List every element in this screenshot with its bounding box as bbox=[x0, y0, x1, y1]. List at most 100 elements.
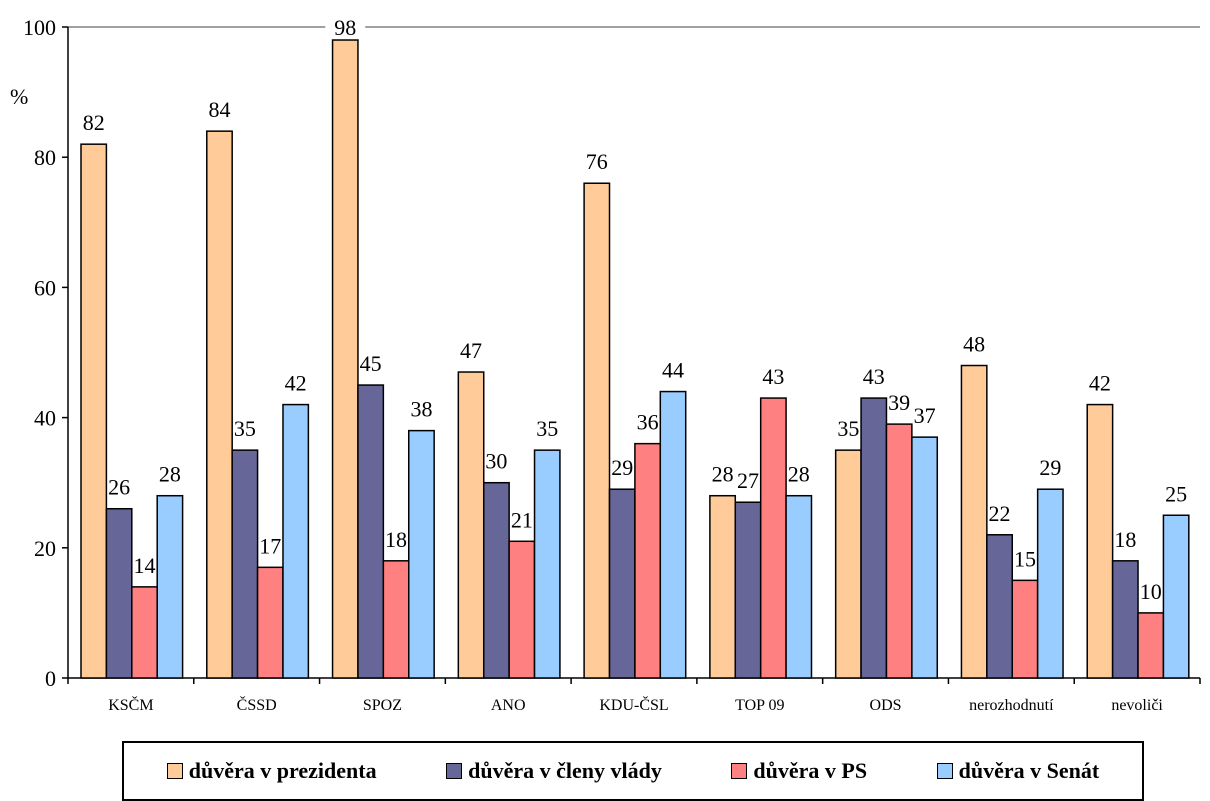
legend-swatch bbox=[166, 763, 183, 779]
bar bbox=[256, 566, 284, 679]
data-label: 22 bbox=[989, 501, 1011, 526]
legend: důvěra v prezidenta důvěra v členy vlády d… bbox=[122, 741, 1144, 801]
data-label: 27 bbox=[737, 468, 759, 493]
bar bbox=[1111, 560, 1139, 679]
y-axis-unit-label: % bbox=[10, 84, 28, 109]
bar bbox=[759, 397, 787, 679]
bar bbox=[357, 384, 385, 679]
bars bbox=[80, 39, 1190, 679]
legend-item: důvěra v Senát bbox=[936, 758, 1099, 784]
data-label: 18 bbox=[1114, 527, 1136, 552]
bar bbox=[734, 501, 762, 679]
x-tick-label: KSČM bbox=[108, 695, 153, 714]
data-label: 10 bbox=[1140, 579, 1162, 604]
data-label: 43 bbox=[762, 364, 784, 389]
legend-item: důvěra v PS bbox=[731, 758, 867, 784]
y-tick-label: 0 bbox=[45, 666, 56, 691]
bar bbox=[282, 403, 310, 679]
legend-item: důvěra v prezidenta bbox=[166, 758, 377, 784]
bar bbox=[1036, 488, 1064, 679]
x-tick-label: KDU-ČSL bbox=[599, 695, 668, 714]
data-label: 30 bbox=[485, 449, 507, 474]
legend-swatch bbox=[936, 763, 953, 779]
x-tick-label: nevoliči bbox=[1111, 697, 1163, 714]
bar-chart: 0 20 40 60 80 100 KSČM ČSSD SPOZ ANO KDU-ČSL TOP 09… bbox=[10, 15, 1201, 714]
x-tick-label: TOP 09 bbox=[735, 697, 784, 714]
data-label: 21 bbox=[511, 507, 533, 532]
x-tick-label: ANO bbox=[491, 697, 526, 714]
legend-swatch bbox=[731, 763, 748, 779]
bar bbox=[986, 534, 1013, 679]
bar bbox=[785, 494, 813, 679]
legend-label: důvěra v PS bbox=[753, 758, 868, 783]
data-label: 43 bbox=[863, 364, 885, 389]
y-tick-label: 80 bbox=[34, 145, 56, 170]
bar bbox=[206, 130, 233, 679]
data-label: 39 bbox=[888, 390, 910, 415]
y-tick-label: 100 bbox=[23, 15, 56, 40]
data-label: 42 bbox=[285, 371, 307, 396]
bar bbox=[131, 586, 158, 679]
y-tick-label: 20 bbox=[34, 536, 56, 561]
data-label: 29 bbox=[611, 455, 633, 480]
legend-label: důvěra v prezidenta bbox=[188, 758, 377, 783]
bar bbox=[533, 449, 561, 679]
bar bbox=[231, 449, 259, 679]
data-label: 17 bbox=[259, 533, 281, 558]
data-label: 44 bbox=[662, 358, 684, 383]
x-tick-label: ČSSD bbox=[237, 695, 277, 714]
bar bbox=[156, 494, 184, 679]
data-label: 28 bbox=[712, 462, 734, 487]
bar bbox=[1011, 579, 1039, 679]
bar bbox=[331, 39, 359, 679]
data-label: 35 bbox=[234, 416, 256, 441]
data-label: 45 bbox=[360, 351, 382, 376]
data-label: 29 bbox=[1039, 455, 1061, 480]
bar bbox=[834, 449, 862, 679]
bar bbox=[1137, 612, 1165, 679]
data-label: 48 bbox=[963, 332, 985, 357]
data-label: 35 bbox=[536, 416, 558, 441]
data-label: 15 bbox=[1014, 546, 1036, 571]
data-label: 82 bbox=[83, 110, 105, 135]
x-tick-label: ODS bbox=[870, 697, 902, 714]
bar bbox=[634, 442, 662, 679]
data-label: 26 bbox=[108, 475, 130, 500]
bar bbox=[583, 182, 611, 679]
legend-item: důvěra v členy vlády bbox=[446, 758, 662, 784]
bar bbox=[885, 423, 913, 679]
data-label: 14 bbox=[134, 553, 156, 578]
x-tick-label: SPOZ bbox=[363, 697, 402, 714]
data-label: 25 bbox=[1165, 481, 1187, 506]
bar bbox=[105, 507, 133, 679]
bar bbox=[608, 488, 636, 679]
data-label: 47 bbox=[460, 338, 482, 363]
legend-label: důvěra v členy vlády bbox=[468, 758, 662, 783]
data-label: 38 bbox=[410, 397, 432, 422]
data-label: 36 bbox=[637, 410, 659, 435]
bar bbox=[508, 540, 536, 679]
bar bbox=[1162, 514, 1190, 679]
data-label: 42 bbox=[1089, 371, 1111, 396]
data-label: 28 bbox=[159, 462, 181, 487]
bar bbox=[911, 436, 939, 679]
bar bbox=[382, 560, 410, 679]
y-tick-label: 60 bbox=[34, 275, 56, 300]
data-label: 35 bbox=[837, 416, 859, 441]
y-tick-label: 40 bbox=[34, 406, 56, 431]
bar bbox=[659, 390, 687, 679]
bar bbox=[860, 397, 888, 679]
data-label: 28 bbox=[788, 462, 810, 487]
legend-swatch bbox=[446, 763, 463, 779]
bar bbox=[709, 494, 737, 679]
data-labels: 82 84 98 47 76 28 35 48 42 26 35 45 30 29 27 43 22 18 14 17… bbox=[83, 15, 1187, 604]
data-label-background bbox=[325, 15, 366, 39]
bar bbox=[408, 429, 435, 679]
data-label: 18 bbox=[385, 527, 407, 552]
data-label: 37 bbox=[914, 403, 936, 428]
data-label: 84 bbox=[208, 97, 230, 122]
bar bbox=[457, 371, 485, 679]
bar bbox=[960, 364, 988, 679]
bar bbox=[1086, 403, 1114, 679]
bar bbox=[80, 143, 108, 679]
